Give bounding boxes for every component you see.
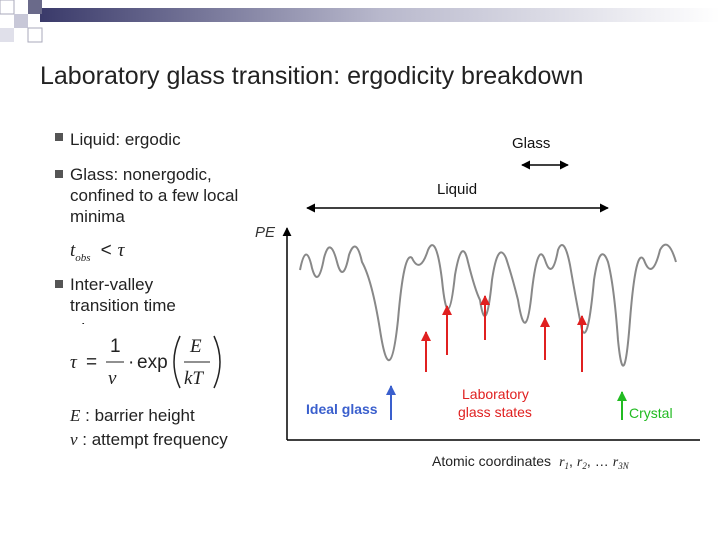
tau: τ: [70, 317, 76, 324]
paren: [213, 335, 221, 389]
c: r: [559, 455, 565, 470]
label: Atomic coordinates: [432, 453, 551, 469]
sub: obs: [75, 252, 90, 264]
lab-label: glass states: [458, 404, 532, 420]
c: …: [595, 453, 609, 469]
bullets: Liquid: ergodic Glass: nonergodic, confi…: [55, 130, 239, 324]
c: ,: [569, 453, 573, 469]
glass-label: Glass: [512, 135, 550, 152]
colon: :: [81, 317, 86, 324]
formula: τ = 1 ν · exp E kT: [70, 335, 221, 389]
crystal-label: Crystal: [629, 405, 673, 421]
ideal-glass-label: Ideal glass: [306, 401, 378, 417]
lab-label: Laboratory: [462, 386, 529, 402]
bullet-inner: Inter-valley transition time τ :: [70, 274, 180, 324]
bullet: Inter-valley transition time: [70, 275, 176, 315]
c: 2: [582, 461, 587, 471]
bullet: Glass: nonergodic, confined to a few loc…: [70, 165, 239, 226]
lhs: τ: [70, 352, 78, 373]
c: r: [613, 455, 619, 470]
definitions: E : barrier height ν : attempt frequency: [69, 406, 228, 449]
definition: E : barrier height: [69, 406, 195, 425]
t: t: [70, 240, 76, 261]
bullet-wrap: Inter-valley transition time τ :: [70, 274, 180, 324]
symbol: ν: [70, 430, 78, 449]
text: : attempt frequency: [82, 430, 228, 449]
bullet-wrap: Glass: nonergodic, confined to a few loc…: [70, 165, 239, 226]
bullet-marker: [55, 170, 63, 178]
text: : barrier height: [85, 406, 195, 425]
bullet-marker: [55, 280, 63, 288]
x-axis-label: Atomic coordinates r1, r2,… r3N: [432, 453, 630, 471]
header-decoration: [0, 0, 720, 43]
c: 3N: [617, 461, 630, 471]
func: exp: [137, 352, 168, 373]
y-axis-label: PE: [255, 224, 276, 241]
c: 1: [565, 461, 570, 471]
den: ν: [108, 368, 117, 389]
slide-title: Laboratory glass transition: ergodicity …: [40, 62, 583, 90]
e-num: E: [189, 336, 202, 357]
eq: =: [86, 352, 97, 373]
bullet: Liquid: ergodic: [70, 130, 181, 149]
op: <: [101, 240, 112, 261]
condition: tobs < τ: [70, 240, 126, 264]
dot: ·: [128, 352, 134, 373]
paren: [173, 335, 181, 389]
liquid-label: Liquid: [437, 181, 477, 198]
tau: τ: [118, 240, 126, 261]
symbol: E: [69, 406, 81, 425]
e-den: kT: [184, 368, 204, 389]
c: r: [577, 455, 583, 470]
figure: Glass Liquid PE Ideal glass Laboratory g…: [255, 135, 700, 471]
bullet-marker: [55, 133, 63, 141]
lab-arrows: [421, 295, 587, 372]
energy-landscape: [299, 243, 677, 367]
c: ,: [587, 453, 591, 469]
definition: ν : attempt frequency: [70, 430, 228, 449]
num: 1: [110, 336, 121, 357]
